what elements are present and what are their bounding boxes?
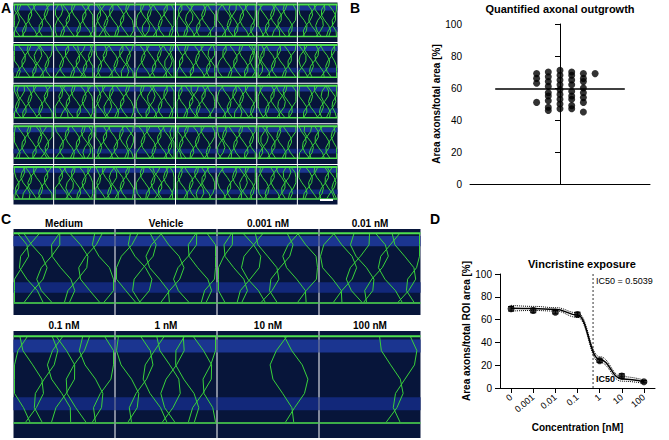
svg-text:20: 20 — [451, 147, 463, 158]
svg-text:100: 100 — [475, 269, 492, 280]
svg-text:60: 60 — [481, 314, 493, 325]
svg-text:Medium: Medium — [45, 218, 83, 229]
svg-text:0.01 nM: 0.01 nM — [352, 218, 389, 229]
svg-text:Area axons/total area [%]: Area axons/total area [%] — [431, 44, 442, 164]
svg-text:0.001: 0.001 — [513, 392, 537, 414]
svg-text:C: C — [1, 211, 11, 227]
svg-text:IC50 = 0.5039: IC50 = 0.5039 — [596, 276, 653, 286]
svg-text:0: 0 — [504, 392, 514, 403]
svg-text:1: 1 — [593, 392, 603, 403]
svg-text:40: 40 — [481, 337, 493, 348]
svg-text:1 nM: 1 nM — [155, 320, 178, 331]
svg-text:0.001 nM: 0.001 nM — [247, 218, 289, 229]
svg-text:Quantified axonal outgrowth: Quantified axonal outgrowth — [485, 3, 634, 15]
svg-text:20: 20 — [481, 360, 493, 371]
svg-text:Vincristine exposure: Vincristine exposure — [528, 258, 636, 270]
svg-text:100 nM: 100 nM — [353, 320, 387, 331]
svg-text:B: B — [350, 0, 360, 16]
svg-text:Area axons/total ROI area [%]: Area axons/total ROI area [%] — [461, 261, 472, 401]
svg-text:80: 80 — [451, 51, 463, 62]
svg-text:0: 0 — [456, 179, 462, 190]
svg-text:0: 0 — [486, 383, 492, 394]
svg-text:IC50: IC50 — [596, 374, 615, 384]
svg-text:A: A — [1, 0, 11, 16]
svg-text:0.1 nM: 0.1 nM — [48, 320, 79, 331]
svg-text:100: 100 — [629, 392, 647, 409]
svg-text:0.01: 0.01 — [539, 392, 559, 411]
svg-text:D: D — [430, 211, 440, 227]
svg-text:100: 100 — [445, 19, 462, 30]
svg-text:60: 60 — [451, 83, 463, 94]
svg-text:Vehicle: Vehicle — [149, 218, 184, 229]
svg-text:Concentration [nM]: Concentration [nM] — [532, 422, 624, 433]
svg-text:80: 80 — [481, 291, 493, 302]
svg-text:10: 10 — [611, 392, 625, 406]
svg-text:40: 40 — [451, 115, 463, 126]
svg-text:10 nM: 10 nM — [254, 320, 282, 331]
svg-text:0.1: 0.1 — [565, 392, 581, 408]
